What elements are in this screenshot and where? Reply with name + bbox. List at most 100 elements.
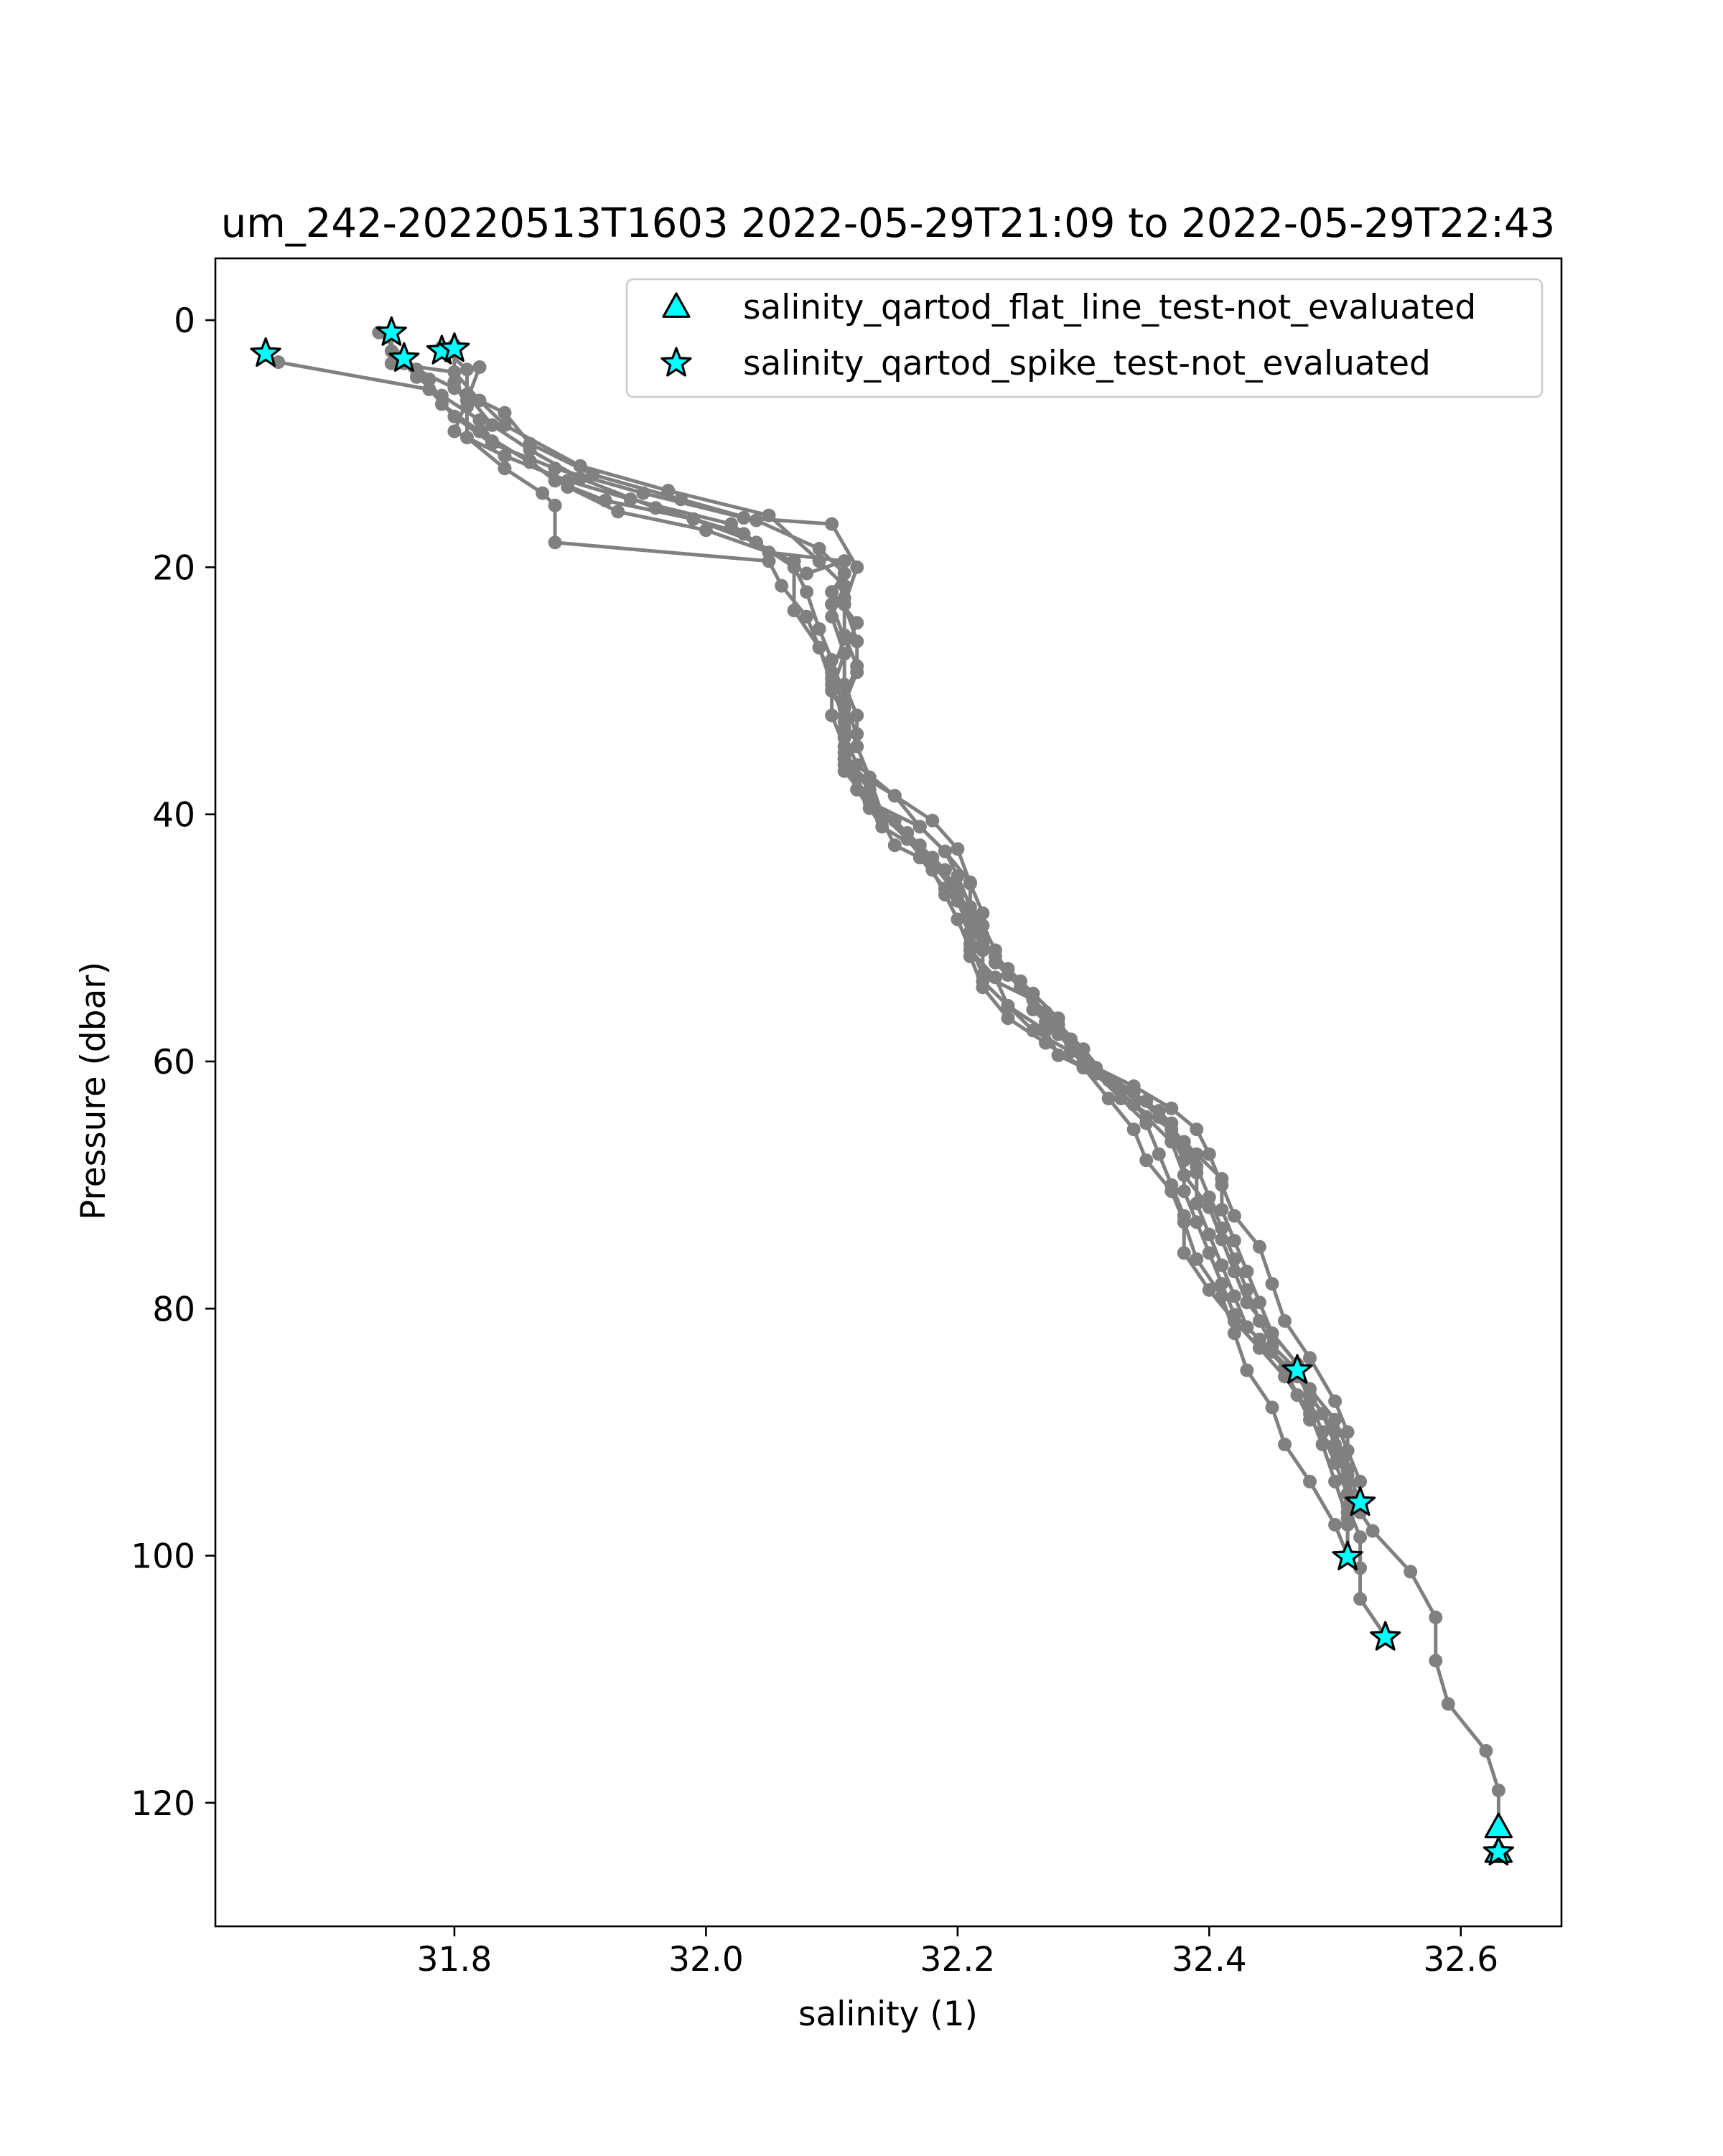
profile-point bbox=[1076, 1061, 1091, 1075]
profile-point bbox=[1491, 1784, 1505, 1798]
profile-point bbox=[1340, 1443, 1355, 1458]
profile-point bbox=[460, 362, 474, 377]
profile-point bbox=[1265, 1339, 1279, 1353]
profile-point bbox=[1139, 1116, 1154, 1130]
y-tick-label: 60 bbox=[152, 1043, 195, 1082]
profile-point bbox=[1265, 1400, 1279, 1415]
profile-point bbox=[1265, 1326, 1279, 1341]
profile-point bbox=[1328, 1456, 1343, 1470]
profile-point bbox=[825, 684, 839, 698]
flags-layer bbox=[250, 316, 1514, 1866]
profile-point bbox=[762, 508, 776, 522]
profile-point bbox=[1039, 1036, 1052, 1050]
profile-point bbox=[1240, 1283, 1254, 1297]
profile-point bbox=[750, 513, 763, 528]
y-axis: 0 20 40 60 80 100 120 bbox=[131, 301, 215, 1824]
profile-point bbox=[1252, 1314, 1266, 1328]
profile-point bbox=[523, 436, 537, 451]
profile-point bbox=[1152, 1147, 1166, 1161]
profile-point bbox=[1001, 999, 1015, 1013]
profile-point bbox=[1177, 1246, 1191, 1260]
profile-point bbox=[498, 418, 512, 432]
profile-point bbox=[1353, 1530, 1368, 1545]
profile-point bbox=[1315, 1425, 1330, 1439]
x-tick-label: 32.2 bbox=[920, 1940, 996, 1979]
profile-point bbox=[1429, 1611, 1443, 1625]
profile-point bbox=[1252, 1341, 1266, 1355]
profile-point bbox=[1101, 1092, 1116, 1106]
profile-point bbox=[498, 461, 512, 476]
legend-star-marker bbox=[660, 347, 692, 377]
profile-point bbox=[1227, 1252, 1241, 1266]
profile-point bbox=[1227, 1289, 1241, 1303]
profile-point bbox=[1365, 1524, 1380, 1538]
profile-point bbox=[1404, 1565, 1418, 1579]
profile-point bbox=[1190, 1122, 1204, 1137]
profile-point bbox=[1215, 1221, 1229, 1235]
profile-point bbox=[1026, 993, 1040, 1007]
profile-point bbox=[1164, 1101, 1179, 1115]
profile-point bbox=[673, 492, 688, 507]
profile-point bbox=[1190, 1215, 1204, 1229]
profile-point bbox=[472, 424, 487, 439]
profile-point bbox=[825, 585, 839, 599]
profile-point bbox=[1164, 1184, 1179, 1199]
profile-point bbox=[1353, 1474, 1368, 1489]
profile-point bbox=[1215, 1172, 1229, 1186]
profile-point bbox=[447, 381, 462, 395]
profile-point bbox=[1215, 1277, 1229, 1291]
profile-point bbox=[862, 782, 877, 797]
profile-point bbox=[850, 560, 864, 574]
profile-point bbox=[887, 789, 902, 803]
spike-flag-marker bbox=[388, 342, 420, 372]
profile-point bbox=[812, 640, 826, 655]
profile-point bbox=[963, 950, 977, 964]
plot-frame bbox=[214, 257, 1563, 1928]
profile-point bbox=[1190, 1252, 1204, 1266]
profile-point bbox=[1177, 1184, 1191, 1199]
profile-point bbox=[1328, 1518, 1343, 1532]
y-tick-label: 100 bbox=[131, 1537, 195, 1577]
profile-point bbox=[976, 980, 990, 995]
profile-point bbox=[1202, 1246, 1216, 1260]
x-tick-label: 32.0 bbox=[668, 1940, 744, 1979]
profile-point bbox=[1215, 1289, 1229, 1303]
profile-point bbox=[1101, 1073, 1116, 1087]
profile-point bbox=[409, 362, 424, 377]
profile-point bbox=[837, 647, 851, 661]
profile-point bbox=[1177, 1215, 1191, 1229]
profile-point bbox=[498, 449, 512, 463]
profile-point bbox=[1164, 1122, 1179, 1137]
profile-point bbox=[1126, 1085, 1141, 1100]
spike-flag-marker bbox=[439, 332, 470, 362]
spike-flag-marker bbox=[1332, 1540, 1363, 1570]
profile-point bbox=[988, 970, 1002, 985]
y-tick-label: 120 bbox=[131, 1784, 195, 1824]
profiles-layer bbox=[271, 325, 1505, 1860]
spike-flag-marker bbox=[1482, 1836, 1514, 1866]
profile-point bbox=[623, 492, 638, 507]
profile-point bbox=[724, 517, 738, 531]
profile-point bbox=[850, 659, 864, 673]
profile-point bbox=[1340, 1425, 1355, 1439]
y-axis-label: Pressure (dbar) bbox=[74, 962, 113, 1220]
profile-point bbox=[485, 418, 499, 432]
profile-point bbox=[498, 406, 512, 420]
profile-point bbox=[800, 585, 814, 599]
profile-point bbox=[1328, 1474, 1343, 1489]
profile-point bbox=[837, 566, 851, 581]
profile-point bbox=[1240, 1363, 1254, 1377]
profile-point bbox=[1252, 1239, 1266, 1254]
profile-point bbox=[1227, 1326, 1241, 1341]
profile-point bbox=[812, 542, 826, 556]
profile-point bbox=[472, 360, 487, 374]
profile-point bbox=[951, 842, 965, 856]
chart-title: um_242-20220513T1603 2022-05-29T21:09 to… bbox=[221, 200, 1556, 247]
profile-point bbox=[825, 708, 839, 723]
profile-point bbox=[837, 690, 851, 704]
profile-point bbox=[472, 413, 487, 427]
profile-series-7 bbox=[372, 325, 1368, 1489]
profile-point bbox=[1240, 1265, 1254, 1279]
legend-label-flat-line: salinity_qartod_flat_line_test-not_evalu… bbox=[743, 288, 1476, 327]
profile-point bbox=[1441, 1697, 1455, 1711]
